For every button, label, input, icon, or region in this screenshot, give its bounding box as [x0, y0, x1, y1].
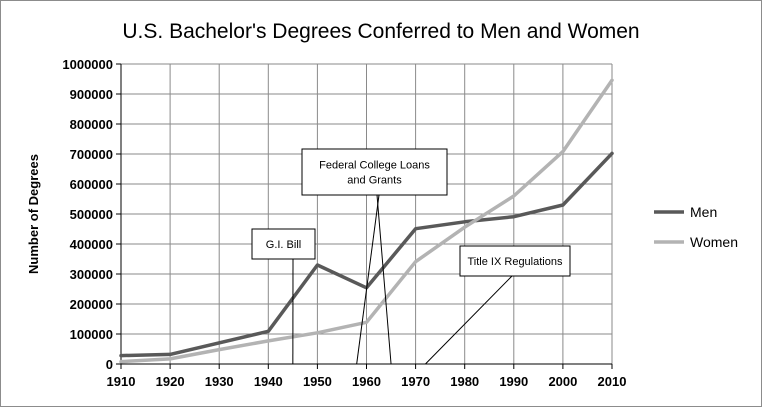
y-tick-label: 200000 [70, 297, 113, 312]
x-tick-label: 1910 [107, 374, 136, 389]
x-tick-label: 1980 [450, 374, 479, 389]
annotation-callout: Title IX Regulations [425, 246, 570, 364]
x-tick-label: 1920 [156, 374, 185, 389]
axes: 0 100000 200000 300000 400000 500000 600000 700… [62, 57, 626, 389]
annotation-text: G.I. Bill [266, 239, 301, 251]
y-tick-label: 900000 [70, 87, 113, 102]
y-tick-label: 700000 [70, 147, 113, 162]
y-tick-label: 600000 [70, 177, 113, 192]
chart-title: U.S. Bachelor's Degrees Conferred to Men… [122, 20, 639, 43]
annotation-text: Title IX Regulations [468, 256, 563, 268]
y-axis-label: Number of Degrees [26, 154, 41, 274]
annotation-pointer [425, 276, 512, 364]
x-tick-label: 2010 [598, 374, 627, 389]
gridlines [121, 64, 612, 364]
legend-label-women: Women [690, 234, 738, 250]
x-tick-label: 1930 [205, 374, 234, 389]
x-tick-label: 1950 [303, 374, 332, 389]
annotation-text: and Grants [347, 175, 402, 187]
y-tick-label: 1000000 [62, 57, 113, 72]
x-tick-label: 1970 [401, 374, 430, 389]
y-tick-label: 500000 [70, 207, 113, 222]
y-tick-label: 300000 [70, 267, 113, 282]
x-tick-label: 2000 [548, 374, 577, 389]
x-tick-label: 1940 [254, 374, 283, 389]
legend-label-men: Men [690, 204, 717, 220]
legend: Men Women [654, 204, 738, 250]
y-tick-label: 800000 [70, 117, 113, 132]
annotation-box [302, 149, 447, 195]
y-tick-label: 0 [106, 357, 113, 372]
y-tick-label: 400000 [70, 237, 113, 252]
annotation-text: Federal College Loans [319, 160, 430, 172]
annotations: G.I. Bill Federal College Loans and Grants… [252, 149, 570, 364]
x-tick-label: 1960 [352, 374, 381, 389]
y-tick-label: 100000 [70, 327, 113, 342]
annotation-pointer [377, 195, 391, 364]
x-tick-label: 1990 [499, 374, 528, 389]
